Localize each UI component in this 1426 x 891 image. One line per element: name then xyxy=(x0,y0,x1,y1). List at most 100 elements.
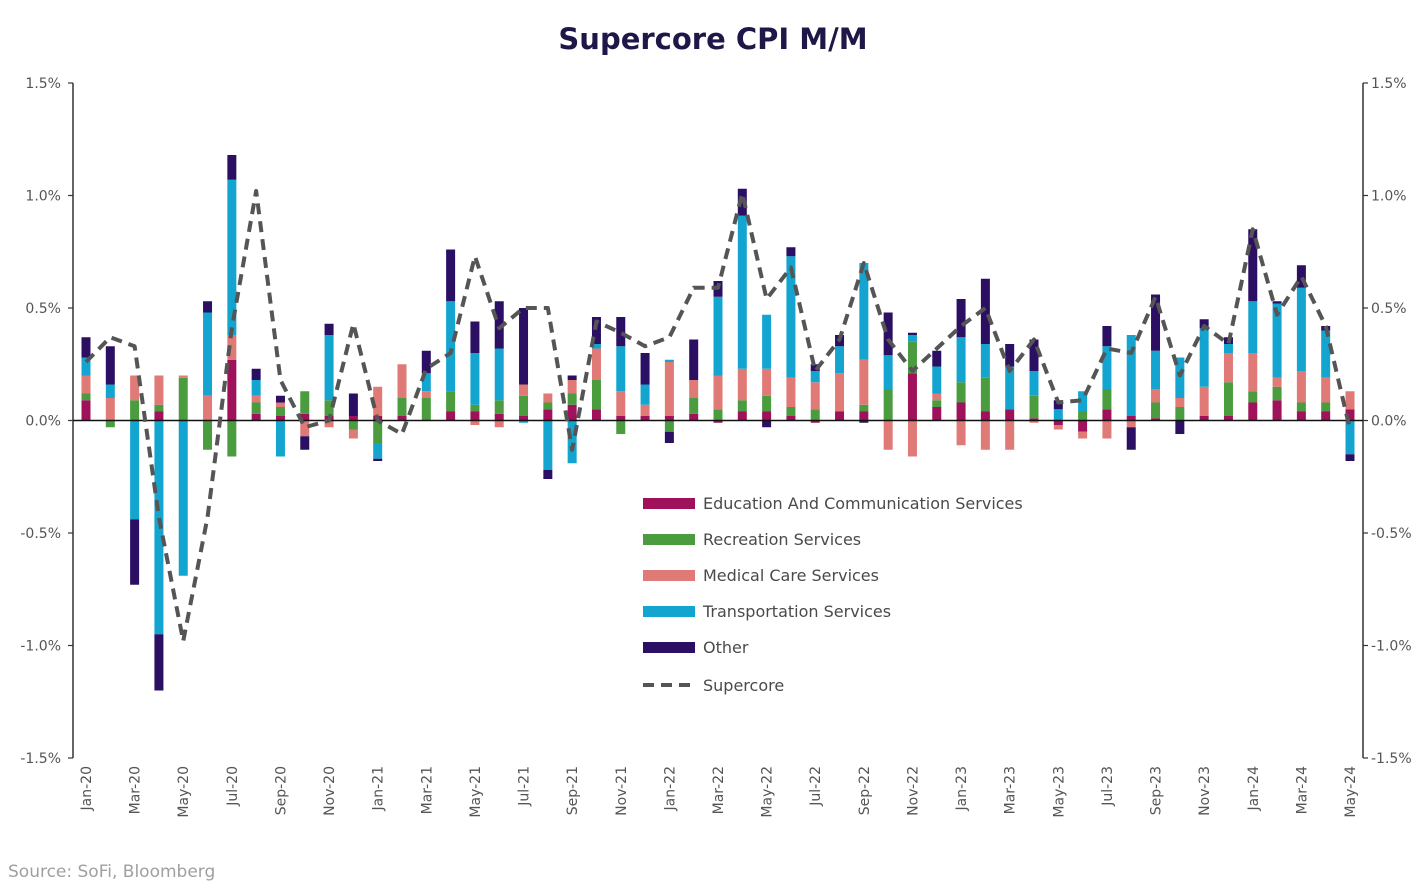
bar-segment xyxy=(324,335,334,401)
bar-segment xyxy=(640,353,650,385)
bar-segment xyxy=(397,398,407,416)
x-tick-label: Sep-21 xyxy=(565,766,581,815)
x-tick-label: Jan-23 xyxy=(954,766,970,811)
bar-segment xyxy=(1248,301,1258,353)
bar-segment xyxy=(664,416,674,421)
y-tick-label-left: 1.0% xyxy=(25,189,61,205)
bar-segment xyxy=(762,395,772,412)
bar-segment xyxy=(324,323,334,335)
bar-segment xyxy=(397,364,407,398)
bar-segment xyxy=(203,395,213,421)
bar-segment xyxy=(640,384,650,405)
bar-segment xyxy=(543,402,553,410)
bar-segment xyxy=(494,413,504,421)
bar-segment xyxy=(227,335,237,360)
bar-segment xyxy=(1053,420,1063,425)
bar-segment xyxy=(1175,398,1185,407)
bar-segment xyxy=(81,337,91,358)
bar-segment xyxy=(932,393,942,401)
bar-segment xyxy=(1102,420,1112,439)
x-tick-label: Jul-21 xyxy=(517,766,533,807)
bar-segment xyxy=(956,382,966,403)
y-tick-label-left: -1.0% xyxy=(20,639,61,655)
bar-segment xyxy=(689,339,699,380)
bar-segment xyxy=(275,402,285,407)
bar-segment xyxy=(737,188,747,216)
x-tick-label: May-20 xyxy=(176,766,192,818)
bar-segment xyxy=(105,346,115,385)
bar-segment xyxy=(786,256,796,378)
bar-segment xyxy=(1151,350,1161,389)
bar-segment xyxy=(1126,420,1136,428)
bar-segment xyxy=(421,391,431,398)
bar-segment xyxy=(470,353,480,405)
bar-segment xyxy=(713,296,723,376)
bar-segment xyxy=(1053,425,1063,430)
bar-segment xyxy=(1151,402,1161,419)
bar-segment xyxy=(786,247,796,257)
legend-swatch xyxy=(643,642,695,653)
bar-segment xyxy=(543,409,553,421)
bar-segment xyxy=(835,411,845,421)
bar-segment xyxy=(130,420,140,520)
bar-segment xyxy=(373,386,383,416)
bar-segment xyxy=(907,335,917,342)
bar-segment xyxy=(567,380,577,394)
bar-segment xyxy=(519,420,529,423)
bar-segment xyxy=(689,413,699,421)
bar-segment xyxy=(640,416,650,421)
bar-segment xyxy=(956,402,966,421)
bar-segment xyxy=(494,301,504,349)
bar-segment xyxy=(105,384,115,398)
bar-segment xyxy=(81,375,91,394)
bar-segment xyxy=(980,411,990,421)
bar-segment xyxy=(1151,389,1161,403)
bar-segment xyxy=(1005,344,1015,367)
bar-segment xyxy=(616,391,626,416)
bars-layer xyxy=(73,155,1363,691)
bar-segment xyxy=(1102,326,1112,347)
x-tick-label: Mar-20 xyxy=(128,766,144,814)
bar-segment xyxy=(251,380,261,396)
bar-segment xyxy=(275,395,285,403)
bar-segment xyxy=(1029,371,1039,396)
bar-segment xyxy=(1053,400,1063,410)
bar-segment xyxy=(494,400,504,414)
bar-segment xyxy=(203,301,213,313)
bar-segment xyxy=(446,301,456,392)
bar-segment xyxy=(1005,366,1015,410)
bar-segment xyxy=(810,409,820,421)
bar-segment xyxy=(348,416,358,421)
bar-segment xyxy=(664,362,674,416)
bar-segment xyxy=(130,375,140,401)
x-tick-label: Jan-20 xyxy=(79,766,95,811)
bar-segment xyxy=(883,312,893,356)
bar-segment xyxy=(713,409,723,421)
x-tick-label: Nov-22 xyxy=(905,766,921,816)
bar-segment xyxy=(1102,409,1112,421)
bar-segment xyxy=(980,344,990,378)
bar-segment xyxy=(907,332,917,335)
legend-label: Transportation Services xyxy=(702,602,891,621)
bar-segment xyxy=(616,317,626,347)
bar-segment xyxy=(227,155,237,180)
bar-segment xyxy=(1199,319,1209,329)
bar-segment xyxy=(154,375,164,405)
bar-segment xyxy=(1078,431,1088,439)
source-note: Source: SoFi, Bloomberg xyxy=(8,862,216,882)
bar-segment xyxy=(689,398,699,414)
bar-segment xyxy=(591,348,601,380)
y-tick-label-right: 0.5% xyxy=(1371,301,1407,317)
bar-segment xyxy=(1175,357,1185,398)
x-tick-label: May-21 xyxy=(468,766,484,818)
x-tick-label: Nov-23 xyxy=(1197,766,1213,816)
legend-label: Other xyxy=(703,638,749,657)
bar-segment xyxy=(1102,389,1112,410)
bar-segment xyxy=(105,398,115,421)
bar-segment xyxy=(348,429,358,439)
bar-segment xyxy=(737,411,747,421)
bar-segment xyxy=(1126,427,1136,450)
bar-segment xyxy=(421,350,431,374)
bar-segment xyxy=(810,382,820,410)
